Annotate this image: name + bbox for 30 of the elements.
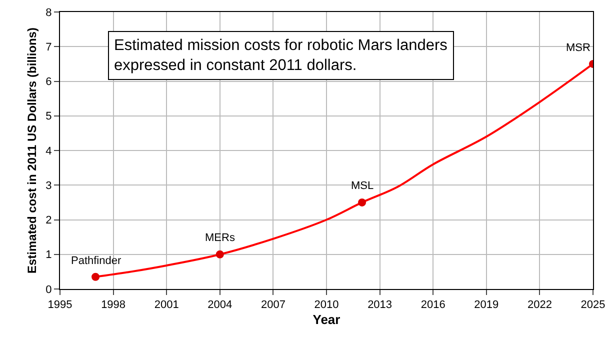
annotation: MSL [351,180,374,192]
y-tick-label: 6 [46,76,52,88]
point [92,272,100,281]
y-tick-label: 1 [46,249,52,262]
x-tick-label: 2019 [474,299,499,312]
x-axis-title: Year [312,312,340,327]
annotation: Pathfinder [71,255,122,267]
y-axis-title: Estimated cost in 2011 US Dollars (billions) [24,27,39,274]
annotation: MERs [205,232,236,244]
point [358,198,366,206]
y-tick-label: 2 [46,214,52,227]
x-tick-label: 2016 [420,299,446,312]
point [216,250,224,258]
x-tick-label: 2001 [154,299,179,312]
x-tick-label: 2025 [580,299,606,312]
y-tick-label: 4 [46,145,52,158]
text: Estimated mission costs for robotic Mars landers expressed in constant 2011 dollars. [114,37,448,74]
x-tick-label: 2010 [314,299,339,312]
x-tick-label: 1998 [101,299,126,312]
y-tick-label: 7 [46,41,52,54]
y-tick-label: 5 [46,110,52,123]
x-tick-label: 2004 [208,299,232,312]
y-tick-label: 8 [46,6,52,19]
x-tick-label: 2007 [260,299,286,312]
x-tick-label: 1995 [48,299,72,312]
y-tick-label: 3 [46,180,52,192]
y-tick-label: 0 [46,284,52,296]
annotation: MSR [566,42,590,54]
x-tick-label: 2013 [368,299,392,312]
x-tick-label: 2022 [527,299,552,312]
